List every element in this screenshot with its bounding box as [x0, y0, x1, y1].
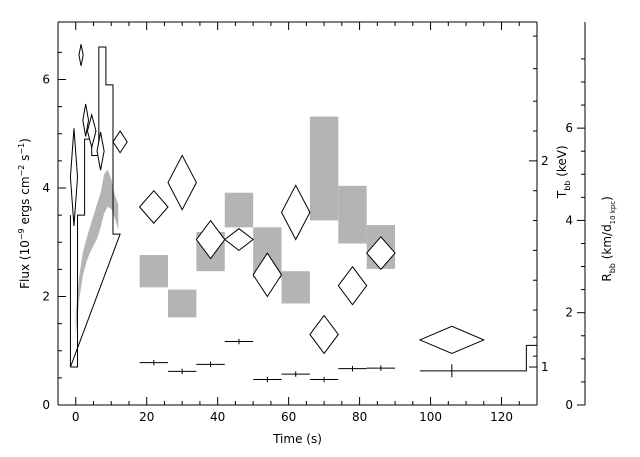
radius-label-part: ) [600, 196, 614, 201]
y-left-label-sup: −9 [17, 228, 26, 240]
axes-layer [57, 21, 586, 406]
y-left-tick-label: 0 [42, 398, 50, 412]
flux-histogram-line [69, 46, 121, 368]
temperature-diamond [138, 189, 169, 225]
radius-box [224, 192, 254, 228]
temperature-diamond [167, 154, 197, 211]
radius-box [281, 271, 310, 304]
radius-band-early [75, 169, 119, 336]
temperature-diamond [309, 314, 339, 355]
flux-errorbar [309, 376, 339, 383]
flux-errorbar-layer [139, 338, 484, 383]
radius-tick-label: 0 [565, 398, 573, 412]
temperature-diamond-layer [69, 44, 486, 355]
y-left-label-sup: −2 [17, 165, 26, 177]
temperature-diamond [78, 44, 84, 67]
flux-errorbar [281, 371, 310, 377]
x-tick-label: 40 [210, 410, 225, 424]
radius-tick-label: 2 [565, 306, 573, 320]
x-tick-label: 60 [281, 410, 296, 424]
x-tick-label: 120 [490, 410, 513, 424]
radius-label-sub: bb [608, 263, 617, 273]
temp-label-part: (keV) [555, 145, 569, 180]
temperature-tick-label: 1 [541, 360, 549, 374]
radius-box [309, 116, 339, 221]
y-left-label-part: s [18, 155, 32, 165]
y-axis-radius-label: Rbb (km/d10 kpc) [600, 196, 617, 281]
flux-errorbar [196, 361, 225, 368]
radius-band-layer [75, 169, 119, 336]
radius-box [167, 289, 197, 318]
x-tick-label: 80 [352, 410, 367, 424]
y-left-label-part: Flux (10 [18, 240, 32, 289]
temperature-diamond [96, 132, 105, 171]
temperature-diamond [280, 184, 311, 241]
flux-errorbar [253, 376, 282, 383]
y-axis-temperature-label: Tbb (keV) [555, 145, 572, 199]
late-flux-step-line [483, 344, 537, 372]
x-tick-label: 20 [139, 410, 154, 424]
temperature-diamond [418, 325, 486, 355]
temperature-diamond [366, 236, 396, 271]
y-left-tick-label: 4 [42, 181, 50, 195]
x-tick-label: 100 [419, 410, 442, 424]
temperature-diamond [252, 252, 283, 298]
temperature-diamond [86, 112, 97, 150]
flux-errorbar [224, 338, 254, 345]
radius-label-part: (km/d [600, 224, 614, 263]
temperature-diamond [112, 130, 128, 154]
temperature-diamond [82, 103, 90, 137]
flux-errorbar [419, 364, 484, 378]
flux-errorbar [139, 359, 168, 366]
temperature-diamond [337, 265, 368, 306]
radius-tick-label: 4 [565, 213, 573, 227]
temp-label-part: T [555, 190, 569, 199]
x-axis-label: Time (s) [272, 432, 322, 446]
radius-tick-label: 6 [565, 121, 573, 135]
temperature-diamond [223, 228, 254, 252]
y-left-tick-label: 2 [42, 290, 50, 304]
radius-label-sub: 10 kpc [609, 201, 617, 225]
temperature-tick-label: 2 [541, 154, 549, 168]
flux-errorbar [338, 365, 367, 372]
y-left-label-part: ergs cm [18, 176, 32, 228]
y-left-label-part: ) [18, 138, 32, 143]
radius-box [139, 255, 168, 288]
temp-label-sub: bb [563, 181, 572, 191]
radius-label-part: R [600, 273, 614, 281]
y-axis-left-label: Flux (10−9 ergs cm−2 s−1) [17, 138, 32, 289]
flux-errorbar [167, 368, 197, 375]
flux-errorbar [366, 365, 396, 371]
x-tick-label: 0 [72, 410, 80, 424]
radius-box [338, 185, 367, 244]
y-left-tick-label: 6 [42, 73, 50, 87]
temperature-diamond [69, 128, 79, 227]
y-left-label-sup: −1 [17, 143, 26, 155]
